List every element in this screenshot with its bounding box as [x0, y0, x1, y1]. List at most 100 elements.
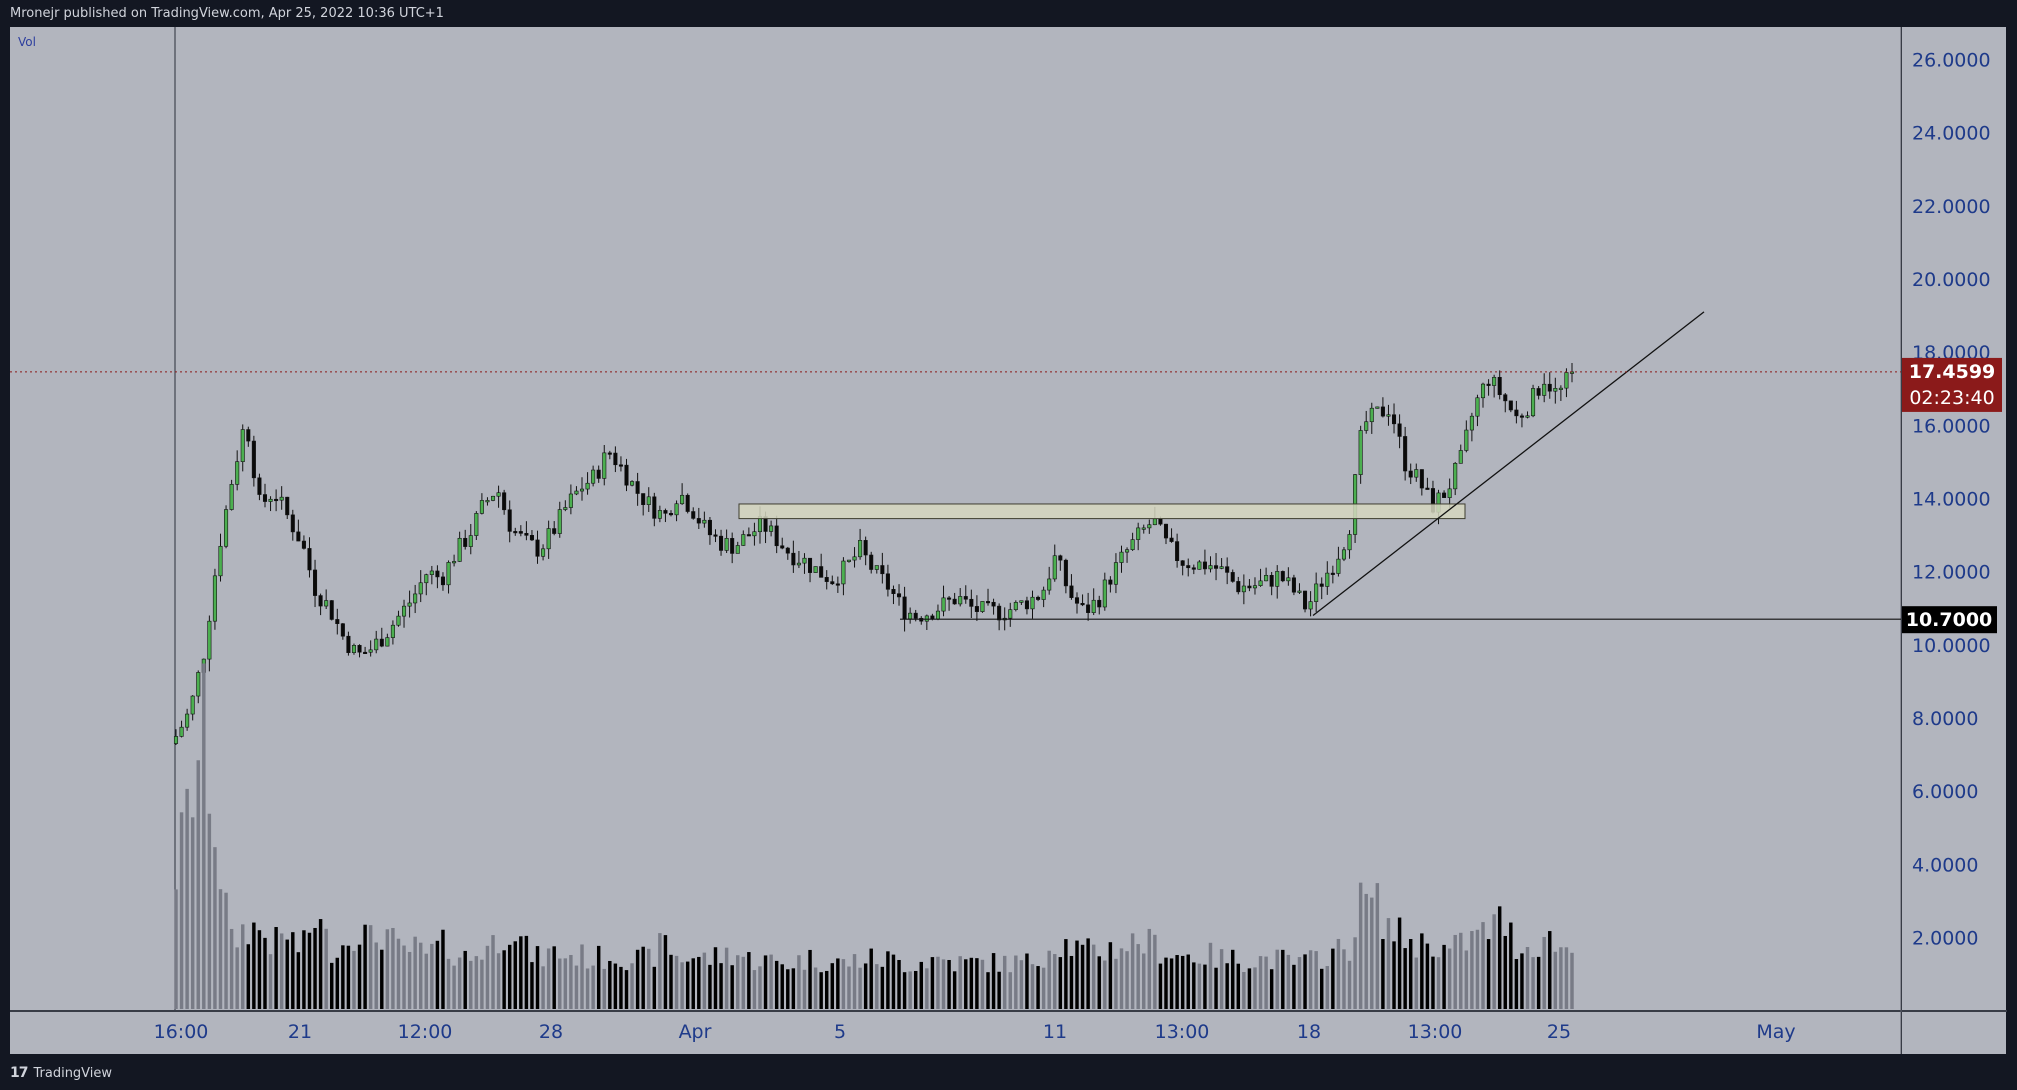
candle-body[interactable] — [713, 534, 718, 537]
candle-body[interactable] — [207, 620, 212, 660]
candle-body[interactable] — [813, 566, 818, 573]
candle-body[interactable] — [1163, 523, 1169, 539]
candle-body[interactable] — [735, 545, 740, 554]
candle-body[interactable] — [891, 589, 896, 594]
candle-body[interactable] — [1347, 534, 1352, 551]
candle-body[interactable] — [1008, 609, 1013, 619]
candle-body[interactable] — [796, 562, 801, 566]
candle-body[interactable] — [958, 596, 963, 605]
candle-body[interactable] — [707, 519, 712, 536]
candle-body[interactable] — [1191, 567, 1196, 570]
candle-body[interactable] — [874, 565, 879, 570]
candle-body[interactable] — [618, 464, 623, 467]
candle-body[interactable] — [947, 597, 952, 600]
candle-body[interactable] — [1074, 597, 1080, 604]
candle-body[interactable] — [435, 570, 440, 578]
candle-body[interactable] — [908, 612, 913, 620]
candle-body[interactable] — [1397, 423, 1402, 437]
candle-body[interactable] — [1136, 527, 1141, 540]
candle-body[interactable] — [368, 649, 373, 653]
candle-body[interactable] — [858, 540, 863, 558]
candle-body[interactable] — [1336, 558, 1341, 574]
candle-body[interactable] — [1013, 602, 1018, 610]
candle-body[interactable] — [496, 492, 501, 497]
candle-body[interactable] — [746, 534, 751, 537]
time-axis[interactable] — [10, 1012, 1901, 1054]
candle-body[interactable] — [1497, 376, 1502, 396]
candle-body[interactable] — [290, 514, 295, 533]
candle-body[interactable] — [646, 496, 651, 505]
candle-body[interactable] — [1225, 566, 1230, 573]
candle-body[interactable] — [741, 534, 746, 546]
candle-body[interactable] — [1330, 572, 1335, 575]
candle-body[interactable] — [824, 577, 829, 582]
candle-body[interactable] — [1041, 589, 1046, 600]
candle-body[interactable] — [1024, 600, 1029, 610]
candle-body[interactable] — [541, 548, 546, 557]
candle-body[interactable] — [1180, 560, 1185, 566]
candle-body[interactable] — [1108, 579, 1113, 585]
candle-body[interactable] — [507, 509, 512, 532]
candle-body[interactable] — [1525, 415, 1530, 418]
candle-body[interactable] — [1208, 565, 1213, 570]
candle-body[interactable] — [340, 623, 345, 637]
candle-body[interactable] — [1130, 539, 1135, 550]
candle-body[interactable] — [262, 494, 268, 502]
candle-body[interactable] — [819, 566, 824, 578]
candle-body[interactable] — [1453, 463, 1458, 490]
candle-body[interactable] — [179, 726, 184, 737]
candle-body[interactable] — [1391, 414, 1397, 425]
candle-body[interactable] — [1386, 414, 1391, 417]
candle-body[interactable] — [924, 615, 929, 622]
candle-body[interactable] — [563, 507, 568, 510]
candle-body[interactable] — [841, 560, 846, 585]
candle-body[interactable] — [1542, 383, 1547, 396]
candle-body[interactable] — [229, 484, 234, 510]
candle-body[interactable] — [446, 562, 451, 586]
candle-body[interactable] — [1258, 580, 1263, 586]
candle-body[interactable] — [657, 510, 662, 519]
candle-body[interactable] — [490, 495, 496, 501]
candle-body[interactable] — [396, 615, 401, 626]
tradingview-logo[interactable]: 17 TradingView — [10, 1065, 112, 1081]
candle-body[interactable] — [1158, 518, 1163, 525]
candle-body[interactable] — [1341, 549, 1346, 560]
resistance-zone[interactable] — [738, 503, 1466, 520]
price-chart[interactable]: Vol 2.0000 4.0000 6.0000 8.0000 10.0000 12.000… — [0, 0, 2017, 1056]
candle-body[interactable] — [607, 452, 612, 455]
candle-body[interactable] — [1058, 555, 1063, 561]
candle-body[interactable] — [1414, 469, 1419, 478]
candle-body[interactable] — [1214, 565, 1219, 569]
candle-body[interactable] — [568, 493, 573, 508]
candle-body[interactable] — [702, 519, 707, 524]
candle-body[interactable] — [674, 503, 679, 516]
candle-body[interactable] — [1375, 406, 1380, 409]
candle-body[interactable] — [1147, 524, 1152, 529]
candle-body[interactable] — [390, 624, 395, 638]
last-price-tag[interactable] — [1902, 357, 2002, 412]
candle-body[interactable] — [296, 531, 301, 542]
candle-body[interactable] — [212, 575, 217, 622]
candle-body[interactable] — [1102, 579, 1107, 608]
candle-body[interactable] — [869, 554, 874, 570]
candle-body[interactable] — [730, 538, 735, 554]
candle-body[interactable] — [591, 469, 596, 484]
candle-body[interactable] — [1197, 561, 1202, 570]
candle-body[interactable] — [440, 576, 445, 586]
candle-body[interactable] — [846, 559, 851, 562]
trendline[interactable] — [1312, 311, 1705, 617]
candle-body[interactable] — [1236, 581, 1241, 593]
candle-body[interactable] — [1469, 415, 1474, 431]
candle-body[interactable] — [479, 500, 484, 514]
candle-body[interactable] — [1364, 421, 1369, 431]
candle-body[interactable] — [1091, 599, 1096, 613]
candle-body[interactable] — [1125, 549, 1130, 553]
candle-body[interactable] — [335, 619, 340, 624]
candle-body[interactable] — [402, 605, 407, 617]
candle-body[interactable] — [468, 535, 473, 547]
candle-body[interactable] — [374, 638, 379, 651]
candle-body[interactable] — [1186, 565, 1191, 569]
candle-body[interactable] — [1264, 575, 1269, 582]
candle-body[interactable] — [313, 569, 318, 596]
candle-body[interactable] — [980, 601, 985, 612]
